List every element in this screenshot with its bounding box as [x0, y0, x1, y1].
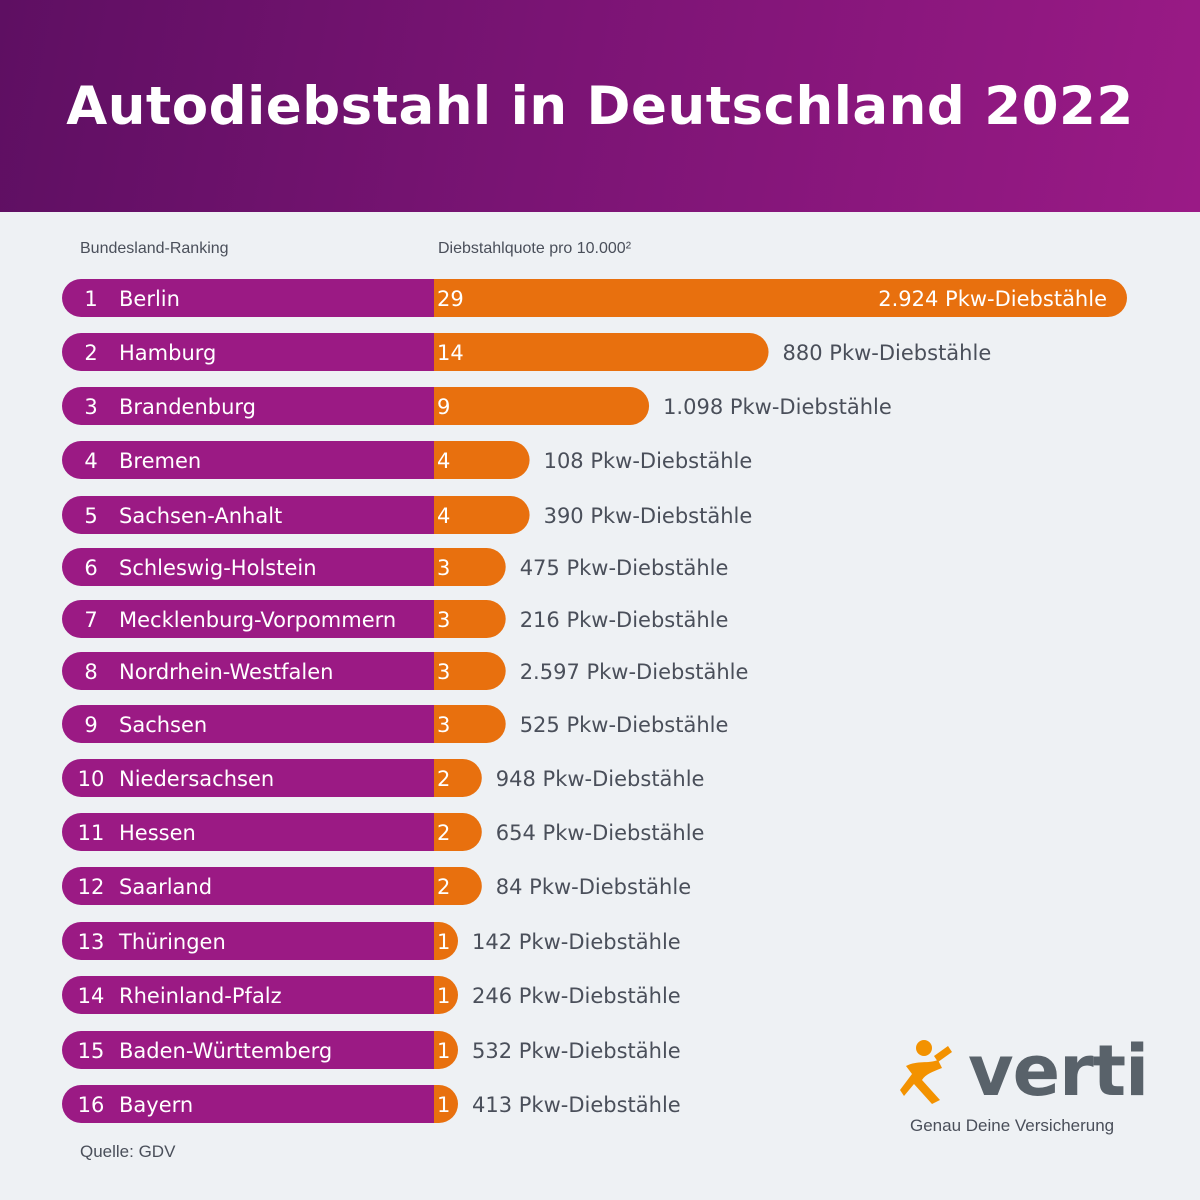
- rate-value: 2: [437, 767, 450, 791]
- rate-bar: [415, 387, 650, 425]
- theft-count: 216 Pkw-Diebstähle: [520, 608, 729, 632]
- ranking-column-label: Bundesland-Ranking: [80, 240, 229, 257]
- rank-number: 6: [84, 556, 97, 580]
- rank-number: 9: [84, 713, 97, 737]
- rate-value: 14: [437, 341, 464, 365]
- rate-value: 1: [437, 1039, 450, 1063]
- rate-bar: [415, 652, 506, 690]
- ranking-bar: [62, 976, 434, 1014]
- state-name: Mecklenburg-Vorpommern: [119, 608, 396, 632]
- rate-value: 1: [437, 984, 450, 1008]
- verti-logo: verti Genau Deine Versicherung: [900, 1030, 1149, 1150]
- theft-count: 2.924 Pkw-Diebstähle: [878, 287, 1107, 311]
- rate-bar: [415, 333, 769, 371]
- rank-number: 4: [84, 449, 97, 473]
- logo-tagline: Genau Deine Versicherung: [910, 1116, 1115, 1135]
- state-name: Hessen: [119, 821, 196, 845]
- rate-bar: [415, 496, 530, 534]
- rank-number: 7: [84, 608, 97, 632]
- theft-count: 2.597 Pkw-Diebstähle: [520, 660, 749, 684]
- ranking-bar: [62, 496, 434, 534]
- rank-number: 14: [78, 984, 105, 1008]
- state-name: Schleswig-Holstein: [119, 556, 317, 580]
- rate-bar: [415, 600, 506, 638]
- rank-number: 16: [78, 1093, 105, 1117]
- rate-bar: [415, 705, 506, 743]
- rank-number: 2: [84, 341, 97, 365]
- running-figure-icon: [900, 1040, 952, 1104]
- rate-column-label: Diebstahlquote pro 10.000²: [438, 240, 632, 257]
- state-name: Thüringen: [118, 930, 226, 954]
- header-banner: Autodiebstahl in Deutschland 2022: [0, 0, 1200, 212]
- theft-count: 948 Pkw-Diebstähle: [496, 767, 705, 791]
- ranking-bar: [62, 922, 434, 960]
- state-name: Berlin: [119, 287, 180, 311]
- theft-count: 880 Pkw-Diebstähle: [783, 341, 992, 365]
- rate-value: 2: [437, 875, 450, 899]
- ranking-bar: [62, 759, 434, 797]
- theft-count: 390 Pkw-Diebstähle: [544, 504, 753, 528]
- ranking-bar: [62, 548, 434, 586]
- state-name: Saarland: [119, 875, 212, 899]
- theft-count: 84 Pkw-Diebstähle: [496, 875, 691, 899]
- ranking-bar: [62, 705, 434, 743]
- rate-value: 4: [437, 449, 450, 473]
- rate-bar: [415, 548, 506, 586]
- rank-number: 15: [78, 1039, 105, 1063]
- theft-count: 525 Pkw-Diebstähle: [520, 713, 729, 737]
- rate-value: 3: [437, 608, 450, 632]
- rank-number: 3: [84, 395, 97, 419]
- state-name: Hamburg: [119, 341, 216, 365]
- state-name: Bayern: [119, 1093, 193, 1117]
- state-name: Brandenburg: [119, 395, 256, 419]
- ranking-bar: [62, 652, 434, 690]
- rank-number: 12: [78, 875, 105, 899]
- rate-value: 3: [437, 556, 450, 580]
- ranking-bar: [62, 333, 434, 371]
- rate-value: 1: [437, 1093, 450, 1117]
- ranking-bar: [62, 1031, 434, 1069]
- page-title: Autodiebstahl in Deutschland 2022: [66, 75, 1134, 137]
- rank-number: 5: [84, 504, 97, 528]
- rank-number: 10: [78, 767, 105, 791]
- state-name: Niedersachsen: [119, 767, 274, 791]
- theft-count: 532 Pkw-Diebstähle: [472, 1039, 681, 1063]
- state-name: Bremen: [119, 449, 201, 473]
- state-name: Rheinland-Pfalz: [119, 984, 282, 1008]
- rank-number: 8: [84, 660, 97, 684]
- ranking-bar: [62, 387, 434, 425]
- rank-number: 11: [78, 821, 105, 845]
- rank-number: 1: [84, 287, 97, 311]
- ranking-bar: [62, 441, 434, 479]
- rank-number: 13: [78, 930, 105, 954]
- theft-count: 108 Pkw-Diebstähle: [544, 449, 753, 473]
- rate-bar: [415, 279, 1127, 317]
- rate-value: 2: [437, 821, 450, 845]
- ranking-bar: [62, 813, 434, 851]
- state-name: Baden-Württemberg: [119, 1039, 332, 1063]
- theft-count: 475 Pkw-Diebstähle: [520, 556, 729, 580]
- rate-value: 4: [437, 504, 450, 528]
- state-name: Sachsen: [119, 713, 207, 737]
- state-name: Sachsen-Anhalt: [119, 504, 282, 528]
- source-note: Quelle: GDV: [80, 1142, 176, 1161]
- theft-count: 413 Pkw-Diebstähle: [472, 1093, 681, 1117]
- rate-value: 3: [437, 713, 450, 737]
- logo-wordmark: verti: [968, 1030, 1149, 1112]
- rate-value: 29: [437, 287, 464, 311]
- theft-count: 1.098 Pkw-Diebstähle: [663, 395, 892, 419]
- ranking-bar: [62, 867, 434, 905]
- state-name: Nordrhein-Westfalen: [119, 660, 333, 684]
- theft-count: 142 Pkw-Diebstähle: [472, 930, 681, 954]
- theft-count: 246 Pkw-Diebstähle: [472, 984, 681, 1008]
- rate-value: 9: [437, 395, 450, 419]
- rate-value: 3: [437, 660, 450, 684]
- theft-count: 654 Pkw-Diebstähle: [496, 821, 705, 845]
- ranking-bar: [62, 1085, 434, 1123]
- ranking-bar: [62, 279, 434, 317]
- rate-value: 1: [437, 930, 450, 954]
- rate-bar: [415, 441, 530, 479]
- ranking-bar: [62, 600, 434, 638]
